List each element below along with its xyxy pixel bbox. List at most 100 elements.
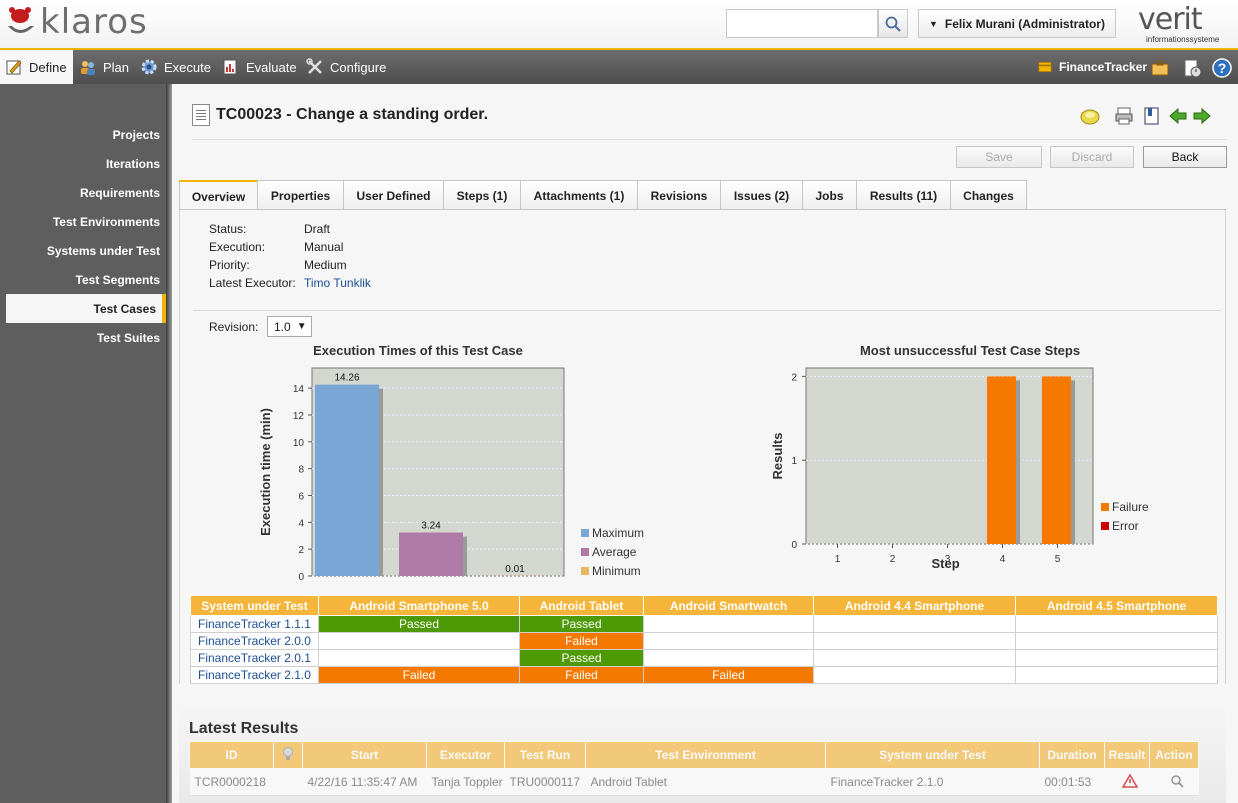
tab-revisions[interactable]: Revisions [637, 180, 721, 210]
y-axis-label: Results [770, 433, 785, 480]
matrix-cell-passed[interactable]: Passed [318, 615, 520, 633]
matrix-cell-passed[interactable]: Passed [519, 649, 644, 667]
sidebar-item-iterations[interactable]: Iterations [105, 156, 160, 171]
latest-executor-link[interactable]: Timo Tunklik [304, 276, 371, 290]
x-axis-label: Step [932, 556, 960, 571]
klaros-logo-icon [8, 7, 34, 33]
col-bulb[interactable] [273, 741, 303, 769]
matrix-cell-passed[interactable]: Passed [519, 615, 644, 633]
execution-label: Execution: [209, 240, 266, 254]
results-matrix: System under Test Android Smartphone 5.0… [190, 595, 1218, 684]
nav-evaluate-label: Evaluate [246, 59, 297, 75]
sidebar-item-systems-under-test[interactable]: Systems under Test [46, 243, 160, 258]
discard-button[interactable]: Discard [1050, 146, 1134, 168]
briefcase-icon[interactable] [1150, 58, 1170, 78]
sidebar-item-test-environments[interactable]: Test Environments [52, 214, 160, 229]
x-tick-label: 1 [835, 554, 841, 565]
title-row: TC00023 - Change a standing order. [192, 104, 488, 126]
tab-properties[interactable]: Properties [257, 180, 344, 210]
table-row: FinanceTracker 1.1.1 Passed Passed [190, 615, 1218, 633]
tab-steps[interactable]: Steps (1) [443, 180, 521, 210]
latest-results-title: Latest Results [189, 720, 299, 737]
matrix-cell-empty [643, 615, 814, 633]
previous-arrow-icon[interactable] [1168, 106, 1188, 126]
y-tick-label: 1 [791, 456, 797, 467]
matrix-sut-link[interactable]: FinanceTracker 2.0.1 [190, 649, 319, 667]
help-icon[interactable]: ? [1212, 58, 1232, 78]
y-axis-label: Execution time (min) [258, 408, 273, 536]
y-tick-label: 8 [298, 465, 304, 476]
cell-action[interactable] [1149, 768, 1199, 796]
bookmark-document-icon[interactable] [1142, 106, 1162, 126]
col-system-under-test[interactable]: System under Test [825, 741, 1040, 769]
tab-changes[interactable]: Changes [950, 180, 1027, 210]
sidebar-item-projects[interactable]: Projects [112, 127, 160, 142]
y-tick-label: 4 [298, 518, 304, 529]
matrix-cell-failed[interactable]: Failed [643, 666, 814, 684]
x-tick-label: 5 [1055, 554, 1061, 565]
svg-text:?: ? [1218, 60, 1227, 76]
col-id[interactable]: ID [189, 741, 274, 769]
bulb-icon[interactable] [1080, 106, 1100, 126]
col-test-environment[interactable]: Test Environment [585, 741, 826, 769]
table-row[interactable]: TCR0000218 4/22/16 11:35:47 AM Tanja Top… [189, 768, 1199, 796]
table-row: FinanceTracker 2.0.0 Failed [190, 632, 1218, 650]
nav-plan[interactable]: Plan [79, 50, 129, 84]
matrix-cell-empty [1015, 632, 1218, 650]
revision-select[interactable]: 1.0 ▼ [267, 316, 312, 337]
matrix-cell-failed[interactable]: Failed [519, 666, 644, 684]
document-clock-icon[interactable] [1182, 58, 1202, 78]
tab-attachments[interactable]: Attachments (1) [520, 180, 638, 210]
search-button[interactable] [878, 9, 908, 38]
results-header-row: ID Start Executor Test Run Test Environm… [189, 741, 1199, 769]
col-test-run[interactable]: Test Run [504, 741, 586, 769]
chart-title: Execution Times of this Test Case [313, 343, 523, 358]
print-icon[interactable] [1114, 106, 1134, 126]
sidebar-item-test-cases[interactable]: Test Cases [6, 294, 166, 323]
matrix-cell-empty [1015, 649, 1218, 667]
back-button[interactable]: Back [1143, 146, 1227, 168]
nav-configure[interactable]: Configure [306, 50, 386, 84]
project-selector[interactable]: FinanceTracker [1037, 50, 1147, 84]
nav-define[interactable]: Define [0, 48, 73, 84]
tab-overview[interactable]: Overview [179, 180, 258, 211]
x-tick-label: 2 [890, 554, 896, 565]
klaros-logo[interactable]: klaros [6, 2, 147, 44]
sidebar-item-test-segments[interactable]: Test Segments [75, 272, 160, 287]
latest-executor-label: Latest Executor: [209, 276, 296, 290]
col-start[interactable]: Start [302, 741, 427, 769]
tab-issues[interactable]: Issues (2) [720, 180, 803, 210]
matrix-sut-link[interactable]: FinanceTracker 1.1.1 [190, 615, 319, 633]
tab-user-defined[interactable]: User Defined [343, 180, 444, 210]
matrix-cell-failed[interactable]: Failed [318, 666, 520, 684]
col-result[interactable]: Result [1104, 741, 1150, 769]
bar-failure [987, 376, 1016, 544]
execution-times-chart: Execution Times of this Test Case 0 2 4 6 8 10… [258, 343, 644, 583]
matrix-sut-link[interactable]: FinanceTracker 2.1.0 [190, 666, 319, 684]
nav-execute[interactable]: Execute [140, 50, 211, 84]
priority-value: Medium [304, 258, 347, 272]
app-header: klaros ▼ Felix Murani (Administrator) ve… [0, 0, 1238, 48]
properties-separator [193, 310, 1221, 311]
col-action[interactable]: Action [1149, 741, 1199, 769]
sidebar-item-test-suites[interactable]: Test Suites [96, 330, 160, 345]
next-arrow-icon[interactable] [1192, 106, 1212, 126]
tab-results[interactable]: Results (11) [856, 180, 951, 210]
matrix-cell-empty [1015, 666, 1218, 684]
execution-value: Manual [304, 240, 344, 254]
matrix-cell-failed[interactable]: Failed [519, 632, 644, 650]
matrix-header-row: System under Test Android Smartphone 5.0… [190, 595, 1218, 616]
search-input[interactable] [726, 9, 878, 38]
sidebar-splitter[interactable] [166, 84, 172, 803]
sidebar-item-requirements[interactable]: Requirements [79, 185, 160, 200]
user-menu[interactable]: ▼ Felix Murani (Administrator) [918, 9, 1116, 38]
tools-icon [306, 58, 322, 74]
col-executor[interactable]: Executor [426, 741, 505, 769]
matrix-sut-link[interactable]: FinanceTracker 2.0.0 [190, 632, 319, 650]
y-tick-label: 6 [298, 491, 304, 502]
col-duration[interactable]: Duration [1039, 741, 1105, 769]
tab-jobs[interactable]: Jobs [802, 180, 857, 210]
company-subtitle: informationssysteme [1146, 35, 1220, 44]
save-button[interactable]: Save [956, 146, 1042, 168]
nav-evaluate[interactable]: Evaluate [222, 50, 297, 84]
